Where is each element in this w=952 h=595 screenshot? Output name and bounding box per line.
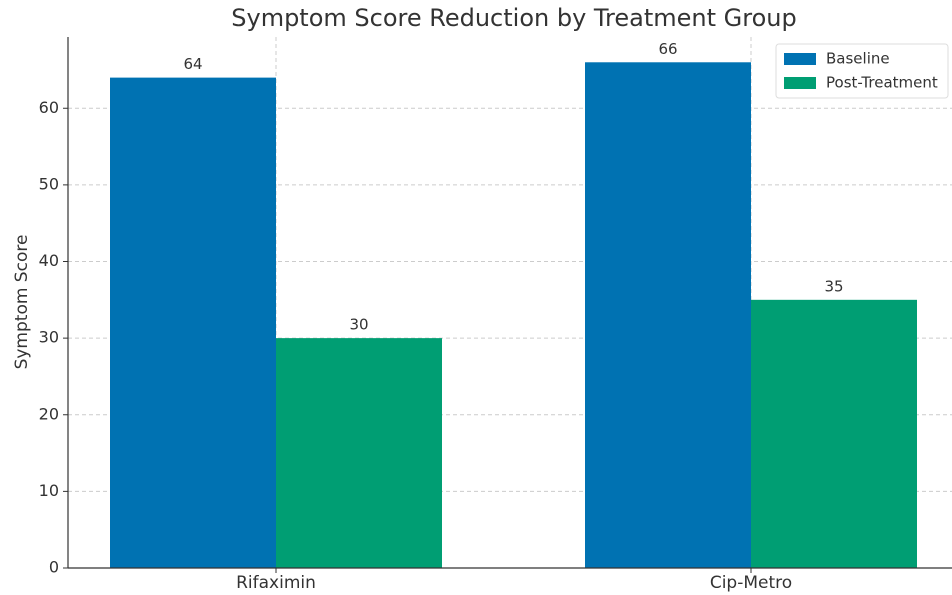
y-tick-label: 50 [39, 174, 59, 193]
legend-box [775, 43, 949, 99]
legend-swatch [784, 53, 816, 65]
bar [276, 338, 442, 568]
value-label: 64 [183, 55, 202, 73]
legend-swatch [784, 77, 816, 89]
chart-title: Symptom Score Reduction by Treatment Gro… [231, 4, 797, 32]
x-tick-label: Cip-Metro [710, 573, 792, 593]
legend-label: Post-Treatment [826, 74, 938, 92]
value-label: 30 [349, 316, 368, 334]
bar [110, 77, 276, 569]
y-tick-label: 30 [39, 328, 59, 347]
bar [751, 299, 917, 568]
y-tick-label: 10 [39, 481, 59, 500]
legend-label: Baseline [826, 50, 890, 68]
bar [585, 62, 751, 569]
value-label: 35 [824, 277, 843, 295]
y-tick-label: 60 [39, 98, 59, 117]
x-tick-label: Rifaximin [236, 573, 316, 593]
value-label: 66 [658, 40, 677, 58]
y-tick-label: 40 [39, 251, 59, 270]
y-tick-label: 0 [49, 558, 59, 577]
y-axis-label: Symptom Score [12, 235, 32, 370]
y-tick-label: 20 [39, 404, 59, 423]
